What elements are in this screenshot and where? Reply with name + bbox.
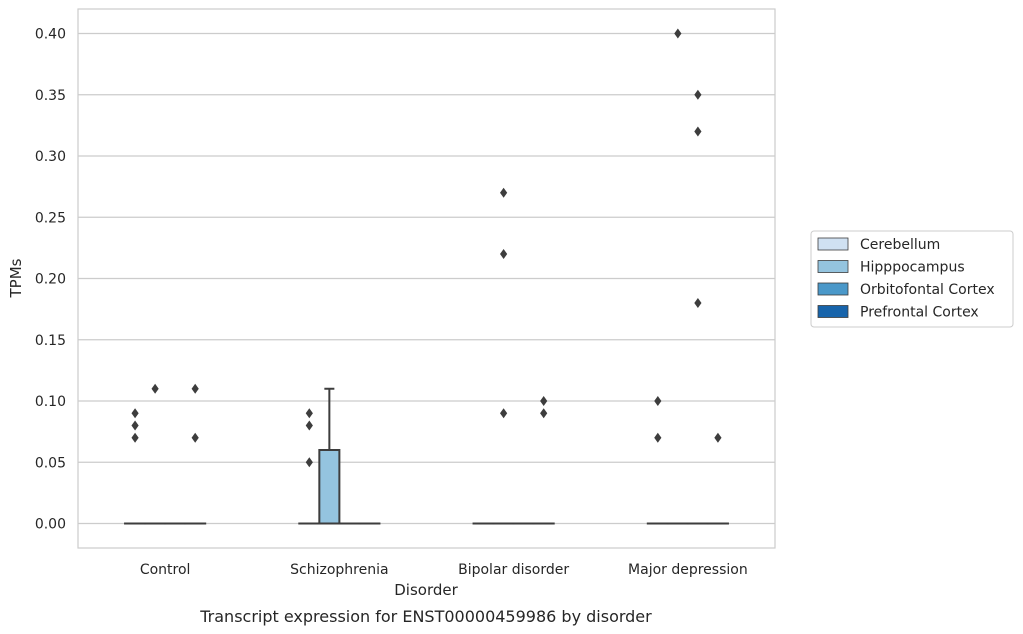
outliers <box>131 28 722 468</box>
outlier-point <box>694 126 702 137</box>
outlier-point <box>694 298 702 308</box>
x-tick-label: Bipolar disorder <box>458 562 569 578</box>
legend-frame <box>810 230 1014 328</box>
y-tick-label: 0.00 <box>35 517 66 533</box>
outlier-point <box>500 249 508 259</box>
legend-swatch <box>817 260 849 273</box>
outlier-point <box>654 396 662 406</box>
outlier-point <box>694 89 702 100</box>
y-tick-label: 0.10 <box>35 394 66 410</box>
outlier-point <box>191 432 199 443</box>
x-tick-labels: Control Schizophrenia Bipolar disorder Majo… <box>140 562 748 578</box>
legend-swatch <box>817 282 849 296</box>
outlier-point <box>654 432 662 443</box>
y-axis-label: TPMs <box>7 258 25 298</box>
outlier-point <box>540 396 548 406</box>
legend-label: Orbitofontal Cortex <box>860 282 995 298</box>
outlier-point <box>714 432 722 443</box>
outlier-point <box>191 383 199 394</box>
legend-label: Hipppocampus <box>860 260 965 276</box>
y-tick-label: 0.25 <box>35 210 66 226</box>
y-tick-label: 0.35 <box>35 88 66 104</box>
boxes <box>124 387 729 525</box>
outlier-point <box>131 432 139 443</box>
legend-label: Cerebellum <box>860 237 940 253</box>
outlier-point <box>305 408 313 419</box>
legend-swatch <box>817 305 849 318</box>
x-tick-label: Schizophrenia <box>290 562 388 578</box>
outlier-point <box>674 28 682 39</box>
outlier-point <box>500 187 508 198</box>
chart-caption: Transcript expression for ENST0000045998… <box>199 607 652 626</box>
outlier-point <box>131 420 139 431</box>
box <box>318 449 341 525</box>
outlier-point <box>500 408 508 419</box>
outlier-point <box>151 383 159 394</box>
legend-swatch <box>817 237 849 251</box>
outlier-point <box>131 408 139 419</box>
y-tick-label: 0.30 <box>35 149 66 165</box>
x-axis-label: Disorder <box>394 581 458 599</box>
x-tick-label: Major depression <box>628 562 748 578</box>
x-tick-label: Control <box>140 562 191 578</box>
y-tick-labels: 0.00 0.05 0.10 0.15 0.20 0.25 0.30 0.35 0.40 <box>35 27 66 533</box>
y-tick-label: 0.20 <box>35 272 66 288</box>
y-tick-label: 0.40 <box>35 27 66 43</box>
outlier-point <box>305 420 313 431</box>
gridlines <box>78 32 775 525</box>
legend: Cerebellum Hipppocampus Orbitofontal Corte… <box>810 230 1014 328</box>
legend-label: Prefrontal Cortex <box>860 305 979 321</box>
y-tick-label: 0.15 <box>35 333 66 349</box>
plot-frame <box>77 8 776 549</box>
outlier-point <box>540 408 548 419</box>
outlier-point <box>305 457 313 468</box>
y-tick-label: 0.05 <box>35 455 66 471</box>
